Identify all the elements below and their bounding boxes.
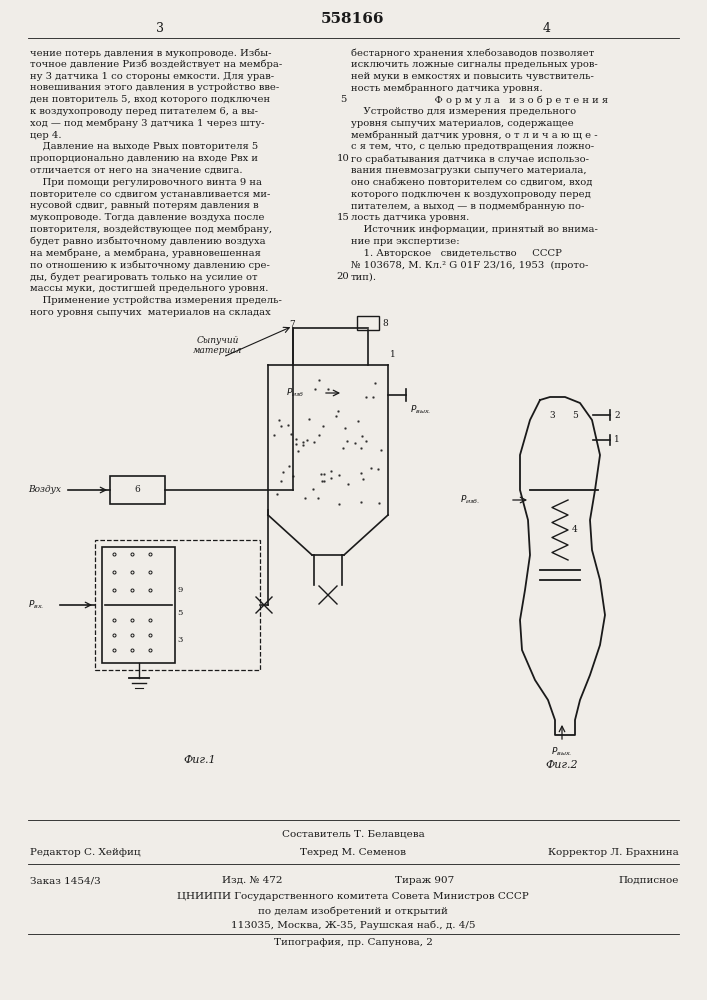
- Text: с я тем, что, с целью предотвращения ложно-: с я тем, что, с целью предотвращения лож…: [351, 142, 594, 151]
- Text: 7: 7: [289, 320, 295, 329]
- Text: Подписное: Подписное: [619, 876, 679, 885]
- Text: 3: 3: [156, 22, 164, 35]
- Bar: [110, 476, 165, 504]
- Text: на мембране, а мембрана, уравновешенная: на мембране, а мембрана, уравновешенная: [30, 249, 261, 258]
- Text: Ф о р м у л а   и з о б р е т е н и я: Ф о р м у л а и з о б р е т е н и я: [422, 95, 608, 105]
- Text: $P_{вх.}$: $P_{вх.}$: [28, 599, 45, 611]
- Text: 20: 20: [337, 272, 349, 281]
- Text: Фиг.1: Фиг.1: [184, 755, 216, 765]
- Text: 3: 3: [549, 410, 554, 420]
- Text: к воздухопроводу перед питателем 6, а вы-: к воздухопроводу перед питателем 6, а вы…: [30, 107, 258, 116]
- Text: нусовой сдвиг, равный потерям давления в: нусовой сдвиг, равный потерям давления в: [30, 201, 259, 210]
- Text: Тираж 907: Тираж 907: [395, 876, 455, 885]
- Text: $P_{вых.}$: $P_{вых.}$: [410, 404, 431, 416]
- Text: 9: 9: [177, 586, 182, 594]
- Text: ЦНИИПИ Государственного комитета Совета Министров СССР: ЦНИИПИ Государственного комитета Совета …: [177, 892, 529, 901]
- Text: ность мембранного датчика уровня.: ность мембранного датчика уровня.: [351, 83, 543, 93]
- Text: № 103678, М. Кл.² G 01F 23/16, 1953  (прото-: № 103678, М. Кл.² G 01F 23/16, 1953 (про…: [351, 260, 588, 270]
- Text: Техред М. Семенов: Техред М. Семенов: [300, 848, 406, 857]
- Bar: [95, 540, 260, 670]
- Text: 5: 5: [177, 609, 182, 617]
- Text: го срабатывания датчика в случае использо-: го срабатывания датчика в случае использ…: [351, 154, 589, 164]
- Text: Редактор С. Хейфиц: Редактор С. Хейфиц: [30, 848, 141, 857]
- Text: мембранный датчик уровня, о т л и ч а ю щ е -: мембранный датчик уровня, о т л и ч а ю …: [351, 131, 597, 140]
- Text: 3: 3: [177, 636, 182, 644]
- Text: которого подключен к воздухопроводу перед: которого подключен к воздухопроводу пере…: [351, 190, 591, 199]
- Text: бестарного хранения хлебозаводов позволяет: бестарного хранения хлебозаводов позволя…: [351, 48, 595, 57]
- Text: лость датчика уровня.: лость датчика уровня.: [351, 213, 469, 222]
- Text: 558166: 558166: [321, 12, 385, 26]
- Text: 15: 15: [337, 213, 349, 222]
- Text: ну 3 датчика 1 со стороны емкости. Для урав-: ну 3 датчика 1 со стороны емкости. Для у…: [30, 72, 274, 81]
- Text: питателем, а выход — в подмембранную по-: питателем, а выход — в подмембранную по-: [351, 201, 585, 211]
- Text: отличается от него на значение сдвига.: отличается от него на значение сдвига.: [30, 166, 243, 175]
- Text: 8: 8: [382, 318, 387, 328]
- Text: Типография, пр. Сапунова, 2: Типография, пр. Сапунова, 2: [274, 938, 433, 947]
- Text: Сыпучий
материал: Сыпучий материал: [193, 336, 243, 355]
- Text: ние при экспертизе:: ние при экспертизе:: [351, 237, 460, 246]
- Text: массы муки, достигшей предельного уровня.: массы муки, достигшей предельного уровня…: [30, 284, 269, 293]
- Text: $P_{изб.}$: $P_{изб.}$: [460, 494, 480, 506]
- Text: 10: 10: [337, 154, 349, 163]
- Text: Изд. № 472: Изд. № 472: [222, 876, 283, 885]
- Text: 113035, Москва, Ж-35, Раушская наб., д. 4/5: 113035, Москва, Ж-35, Раушская наб., д. …: [230, 920, 475, 930]
- Text: по отношению к избыточному давлению сре-: по отношению к избыточному давлению сре-: [30, 260, 270, 270]
- Text: Воздух: Воздух: [28, 486, 61, 494]
- Text: $P_{изб}$: $P_{изб}$: [286, 387, 305, 399]
- Text: 1. Авторское   свидетельство     СССР: 1. Авторское свидетельство СССР: [351, 249, 562, 258]
- Text: будет равно избыточному давлению воздуха: будет равно избыточному давлению воздуха: [30, 237, 266, 246]
- Text: Устройство для измерения предельного: Устройство для измерения предельного: [351, 107, 576, 116]
- Bar: [357, 316, 379, 330]
- Text: оно снабжено повторителем со сдвигом, вход: оно снабжено повторителем со сдвигом, вх…: [351, 178, 592, 187]
- Text: 5: 5: [572, 410, 578, 420]
- Text: Давление на выходе Рвых повторителя 5: Давление на выходе Рвых повторителя 5: [30, 142, 258, 151]
- Text: ден повторитель 5, вход которого подключен: ден повторитель 5, вход которого подключ…: [30, 95, 270, 104]
- Text: ного уровня сыпучих  материалов на складах: ного уровня сыпучих материалов на склада…: [30, 308, 271, 317]
- Text: чение потерь давления в мукопроводе. Избы-: чение потерь давления в мукопроводе. Изб…: [30, 48, 271, 57]
- Text: уровня сыпучих материалов, содержащее: уровня сыпучих материалов, содержащее: [351, 119, 574, 128]
- Text: Фиг.2: Фиг.2: [546, 760, 578, 770]
- Text: При помощи регулировочного винта 9 на: При помощи регулировочного винта 9 на: [30, 178, 262, 187]
- Text: Источник информации, принятый во внима-: Источник информации, принятый во внима-: [351, 225, 598, 234]
- Text: цер 4.: цер 4.: [30, 131, 62, 140]
- Text: 1: 1: [614, 436, 620, 444]
- Text: 2: 2: [614, 410, 619, 420]
- Text: повторителе со сдвигом устанавливается ми-: повторителе со сдвигом устанавливается м…: [30, 190, 270, 199]
- Text: Заказ 1454/3: Заказ 1454/3: [30, 876, 101, 885]
- Text: Составитель Т. Белавцева: Составитель Т. Белавцева: [281, 830, 424, 839]
- Text: пропорционально давлению на входе Рвх и: пропорционально давлению на входе Рвх и: [30, 154, 258, 163]
- Bar: [102, 547, 175, 663]
- Text: новешивания этого давления в устройство вве-: новешивания этого давления в устройство …: [30, 83, 279, 92]
- Text: Применение устройства измерения предель-: Применение устройства измерения предель-: [30, 296, 282, 305]
- Text: ды, будет реагировать только на усилие от: ды, будет реагировать только на усилие о…: [30, 272, 257, 282]
- Text: $P_{вых.}$: $P_{вых.}$: [551, 745, 573, 758]
- Text: по делам изобретений и открытий: по делам изобретений и открытий: [258, 906, 448, 916]
- Text: 4: 4: [543, 22, 551, 35]
- Text: повторителя, воздействующее под мембрану,: повторителя, воздействующее под мембрану…: [30, 225, 272, 234]
- Text: вания пневмозагрузки сыпучего материала,: вания пневмозагрузки сыпучего материала,: [351, 166, 587, 175]
- Text: 4: 4: [572, 526, 578, 534]
- Text: 1: 1: [390, 350, 396, 359]
- Text: 5: 5: [340, 95, 346, 104]
- Text: ней муки в емкостях и повысить чувствитель-: ней муки в емкостях и повысить чувствите…: [351, 72, 594, 81]
- Text: Корректор Л. Брахнина: Корректор Л. Брахнина: [548, 848, 679, 857]
- Text: тип).: тип).: [351, 272, 377, 281]
- Text: мукопроводе. Тогда давление воздуха после: мукопроводе. Тогда давление воздуха посл…: [30, 213, 264, 222]
- Text: 6: 6: [134, 486, 141, 494]
- Text: исключить ложные сигналы предельных уров-: исключить ложные сигналы предельных уров…: [351, 60, 597, 69]
- Text: точное давление Pизб воздействует на мембра-: точное давление Pизб воздействует на мем…: [30, 60, 282, 69]
- Text: ход — под мембрану 3 датчика 1 через шту-: ход — под мембрану 3 датчика 1 через шту…: [30, 119, 264, 128]
